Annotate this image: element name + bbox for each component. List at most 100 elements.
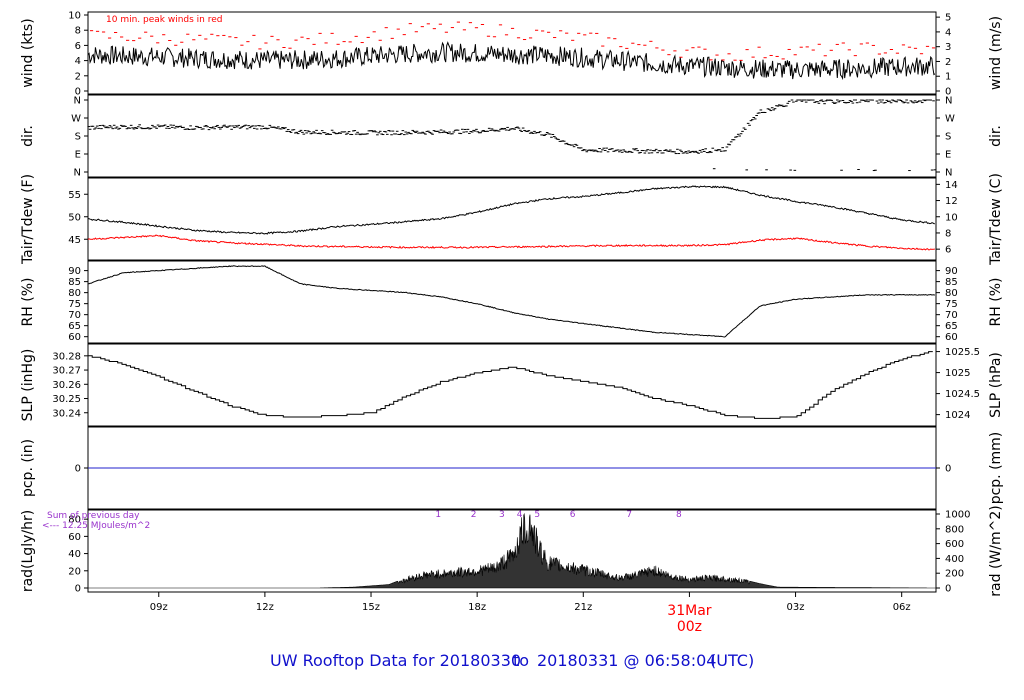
hour-mark: 7 — [626, 510, 632, 520]
series-line-tdew — [87, 234, 935, 251]
right-tick-label: 70 — [945, 310, 958, 321]
right-tick-label: 14 — [945, 180, 958, 191]
right-tick-label: 0 — [945, 464, 951, 475]
hour-mark: 5 — [534, 510, 540, 520]
time-tick-label: 15z — [362, 602, 380, 613]
time-tick-label: 18z — [468, 602, 486, 613]
y-axis-title-left: rad(Lgly/hr) — [20, 510, 36, 592]
y-axis-title-left: SLP (inHg) — [20, 349, 36, 422]
left-tick-label: 0 — [75, 584, 81, 595]
left-tick-label: 45 — [68, 235, 81, 246]
right-tick-label: W — [945, 114, 955, 125]
panel-temp: 45 50 55 6 8 10 12 14 Tair/Tdew (F) Tair/Tdew (C) — [20, 173, 1004, 266]
y-axis-title-left: pcp. (in) — [20, 439, 36, 497]
left-tick-label: 80 — [68, 515, 81, 526]
panel-pcp: 0 0 pcp. (in) pcp. (mm) — [20, 426, 1004, 510]
y-axis-title-right: Tair/Tdew (C) — [988, 173, 1004, 266]
y-axis-title-right: SLP (hPa) — [988, 352, 1004, 418]
left-tick-label: S — [75, 132, 81, 143]
footer-utc: (UTC) — [710, 651, 754, 670]
left-tick-label: E — [75, 150, 81, 161]
time-tick-label: 21z — [574, 602, 592, 613]
panel-frame — [87, 11, 937, 95]
left-tick-label: 30.25 — [52, 394, 81, 405]
left-tick-label: 30.27 — [52, 366, 81, 377]
right-tick-label: 60 — [945, 332, 958, 343]
right-tick-label: 5 — [945, 13, 951, 24]
left-tick-label: 0 — [75, 87, 81, 98]
tick-labels: 45 50 55 6 8 10 12 14 — [68, 180, 957, 256]
annotation-peak-winds: 10 min. peak winds in red — [106, 15, 223, 25]
right-tick-label: 600 — [945, 539, 964, 550]
hour-mark: 2 — [471, 510, 477, 520]
left-tick-label: 50 — [68, 212, 81, 223]
left-tick-label: N — [74, 96, 81, 107]
left-tick-label: 30.24 — [52, 408, 81, 419]
time-tick-label: 03z — [787, 602, 805, 613]
right-tick-label: 200 — [945, 569, 964, 580]
right-tick-label: 0 — [945, 87, 951, 98]
left-tick-label: 4 — [75, 56, 81, 67]
series-line-rh — [88, 265, 936, 338]
right-tick-label: 400 — [945, 554, 964, 565]
left-tick-label: N — [74, 168, 81, 179]
y-axis-title-left: RH (%) — [20, 278, 36, 327]
hour-mark: 4 — [517, 510, 523, 520]
hour-mark: 6 — [570, 510, 576, 520]
right-tick-label: N — [945, 168, 952, 179]
panel-frame — [87, 177, 937, 261]
right-tick-label: 1024.5 — [945, 389, 980, 400]
right-tick-label: 1025 — [945, 368, 970, 379]
right-tick-label: 12 — [945, 196, 958, 207]
time-tick-label: 12z — [256, 602, 274, 613]
hour-mark: 8 — [676, 510, 682, 520]
left-tick-label: 8 — [75, 26, 81, 37]
right-tick-label: 85 — [945, 277, 958, 288]
y-axis-title-right: RH (%) — [988, 278, 1004, 327]
series-line-slp — [88, 351, 933, 419]
right-tick-label: 80 — [945, 288, 958, 299]
left-tick-label: 90 — [68, 266, 81, 277]
panel-slp: 30.24 30.25 30.26 30.27 30.28 1024 1024.5 1025 1… — [20, 343, 1004, 427]
right-tick-label: 2 — [945, 57, 951, 68]
tick-labels: 0 2 4 6 8 10 0 1 2 3 4 5 — [68, 11, 951, 98]
left-tick-label: 40 — [68, 549, 81, 560]
left-tick-label: W — [71, 114, 81, 125]
right-tick-label: 10 — [945, 212, 958, 223]
left-tick-label: 6 — [75, 41, 81, 52]
panel-frame — [87, 509, 937, 593]
left-tick-label: 80 — [68, 288, 81, 299]
series-area-rad — [88, 512, 936, 589]
footer-suffix: 20180331 @ 06:58:04 — [537, 651, 716, 670]
sum-note-line1: Sum of previous day — [47, 511, 140, 521]
y-axis-title-left: wind (kts) — [20, 18, 36, 87]
panel-frame — [87, 94, 937, 178]
sum-note-line2: <--- 12.25 MJoules/m^2 — [42, 521, 150, 531]
hour-mark: 3 — [499, 510, 505, 520]
midnight-label: 00z — [677, 619, 702, 635]
footer-prefix: UW Rooftop Data for 20180330 — [270, 651, 521, 670]
y-axis-title-right: dir. — [988, 125, 1004, 147]
left-tick-label: 55 — [68, 190, 81, 201]
right-tick-label: E — [945, 150, 951, 161]
panel-frame — [87, 260, 937, 344]
left-tick-label: 60 — [68, 532, 81, 543]
right-tick-label: 8 — [945, 228, 951, 239]
time-tick-label: 06z — [893, 602, 911, 613]
left-tick-label: 20 — [68, 566, 81, 577]
right-tick-label: 4 — [945, 27, 951, 38]
left-tick-label: 2 — [75, 71, 81, 82]
y-axis-title-right: pcp. (mm) — [988, 432, 1004, 505]
right-tick-label: 3 — [945, 42, 951, 53]
date-label: 31Mar — [667, 603, 711, 619]
left-tick-label: 10 — [68, 11, 81, 22]
right-tick-label: 6 — [945, 245, 951, 256]
left-tick-label: 60 — [68, 332, 81, 343]
